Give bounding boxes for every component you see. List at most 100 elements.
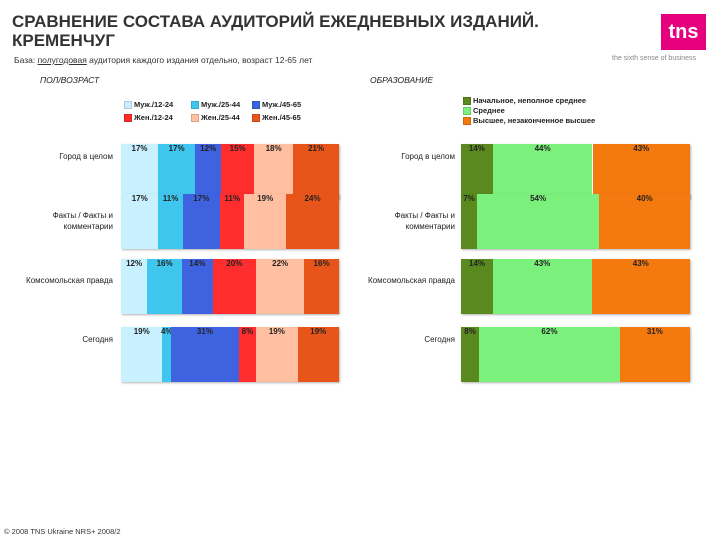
bar-segment: [121, 194, 159, 249]
data-label: 43%: [632, 259, 649, 268]
legend-item: Жен./45-65: [252, 113, 301, 123]
data-label: 12%: [126, 259, 143, 268]
legend-item: Муж./12-24: [124, 100, 174, 110]
chart-title-gender-age: ПОЛ/ВОЗРАСТ: [40, 75, 100, 85]
stacked-bar: 8% 62% 31%: [461, 327, 690, 382]
legend-item: Среднее: [463, 106, 505, 116]
base-suffix: аудитория каждого издания отдельно, возр…: [86, 55, 313, 65]
stacked-bar: 19% 4% 31% 8% 19% 19%: [121, 327, 339, 382]
bar-segment: [158, 194, 183, 249]
data-label: 17%: [193, 194, 210, 203]
tns-logo: tns: [661, 14, 706, 50]
category-label: Сегодня: [82, 335, 113, 344]
data-label: 40%: [636, 194, 653, 203]
data-label: 14%: [468, 144, 485, 153]
base-underlined: полугодовая: [37, 55, 87, 65]
legend-label: Жен./25-44: [201, 113, 240, 122]
category-label: Город в целом: [59, 152, 113, 161]
data-label: 14%: [189, 259, 206, 268]
category-label: Сегодня: [424, 335, 455, 344]
data-label: 19%: [268, 327, 285, 336]
bar-segment: [461, 259, 494, 314]
bar-segment: [293, 144, 339, 199]
data-label: 18%: [265, 144, 282, 153]
legend-label: Начальное, неполное среднее: [473, 96, 587, 105]
bar-segment: [297, 327, 339, 382]
bar-segment: [162, 327, 172, 382]
legend-label: Муж./25-44: [201, 100, 241, 109]
page-title-line2: КРЕМЕНЧУГ: [12, 31, 115, 50]
bar-segment: [182, 259, 213, 314]
chart-title-education: ОБРАЗОВАНИЕ: [370, 75, 434, 85]
legend-swatch: [191, 101, 199, 110]
logo-tagline: the sixth sense of business: [612, 55, 697, 62]
category-label: Комсомольская правда: [26, 276, 113, 285]
data-label: 17%: [131, 144, 148, 153]
base-prefix: База:: [14, 55, 38, 65]
bar-segment: [238, 327, 257, 382]
data-label: 14%: [469, 259, 486, 268]
bar-segment: [461, 194, 477, 249]
bar-segment: [221, 144, 254, 199]
data-label: 44%: [534, 144, 551, 153]
legend-label: Муж./12-24: [134, 100, 174, 109]
bar-segment: [244, 194, 287, 249]
legend-swatch: [463, 117, 471, 126]
page-title: СРАВНЕНИЕ СОСТАВА АУДИТОРИЙ ЕЖЕДНЕВНЫХ И…: [12, 12, 612, 50]
data-label: 11%: [162, 194, 179, 203]
bar-segment: [286, 194, 339, 249]
bar-segment: [158, 144, 196, 199]
data-label: 31%: [196, 327, 213, 336]
data-label: 54%: [530, 194, 547, 203]
copyright-footer: © 2008 TNS Ukraine NRS+ 2008/2: [4, 527, 121, 536]
data-label: 19%: [257, 194, 274, 203]
legend-swatch: [252, 101, 260, 110]
legend-swatch: [191, 114, 199, 123]
bar-segment: [461, 327, 480, 382]
legend-item: Жен./12-24: [124, 113, 173, 123]
data-label: 43%: [633, 144, 650, 153]
bar-segment: [212, 259, 257, 314]
bar-segment: [619, 327, 690, 382]
data-label: 16%: [156, 259, 173, 268]
data-label: 22%: [272, 259, 289, 268]
legend-swatch: [124, 101, 132, 110]
data-label: 15%: [229, 144, 246, 153]
data-label: 17%: [168, 144, 185, 153]
data-label: 62%: [541, 327, 558, 336]
bar-segment: [171, 327, 239, 382]
bar-segment: [599, 194, 690, 249]
base-note: База: полугодовая аудитория каждого изда…: [14, 55, 312, 65]
legend-item: Муж./45-65: [252, 100, 302, 110]
data-label: 12%: [200, 144, 217, 153]
legend-item: Высшее, незаконченное высшее: [463, 116, 596, 126]
data-label: 8%: [464, 327, 476, 336]
legend-label: Муж./45-65: [262, 100, 302, 109]
bar-segment: [256, 327, 298, 382]
category-label: Комсомольская правда: [368, 276, 455, 285]
stacked-bar: 14% 43% 43%: [461, 259, 690, 314]
data-label: 31%: [646, 327, 663, 336]
data-label: 21%: [308, 144, 325, 153]
bar-segment: [479, 327, 620, 382]
category-label: Факты / Факты и комментарии: [394, 211, 455, 231]
bar-segment: [121, 327, 163, 382]
data-label: 11%: [224, 194, 240, 203]
data-label: 17%: [131, 194, 148, 203]
data-label: 7%: [463, 194, 475, 203]
legend-swatch: [463, 97, 471, 106]
bar-segment: [256, 259, 305, 314]
data-label: 19%: [133, 327, 150, 336]
bar-segment: [220, 194, 245, 249]
page-title-line1: СРАВНЕНИЕ СОСТАВА АУДИТОРИЙ ЕЖЕДНЕВНЫХ И…: [12, 12, 539, 31]
bar-segment: [461, 144, 493, 199]
data-label: 20%: [226, 259, 243, 268]
bar-segment: [592, 144, 690, 199]
data-label: 19%: [310, 327, 327, 336]
legend-item: Жен./25-44: [191, 113, 240, 123]
bar-segment: [304, 259, 339, 314]
bar-segment: [253, 144, 294, 199]
legend-swatch: [252, 114, 260, 123]
bar-segment: [492, 144, 593, 199]
legend-label: Высшее, незаконченное высшее: [473, 116, 596, 125]
